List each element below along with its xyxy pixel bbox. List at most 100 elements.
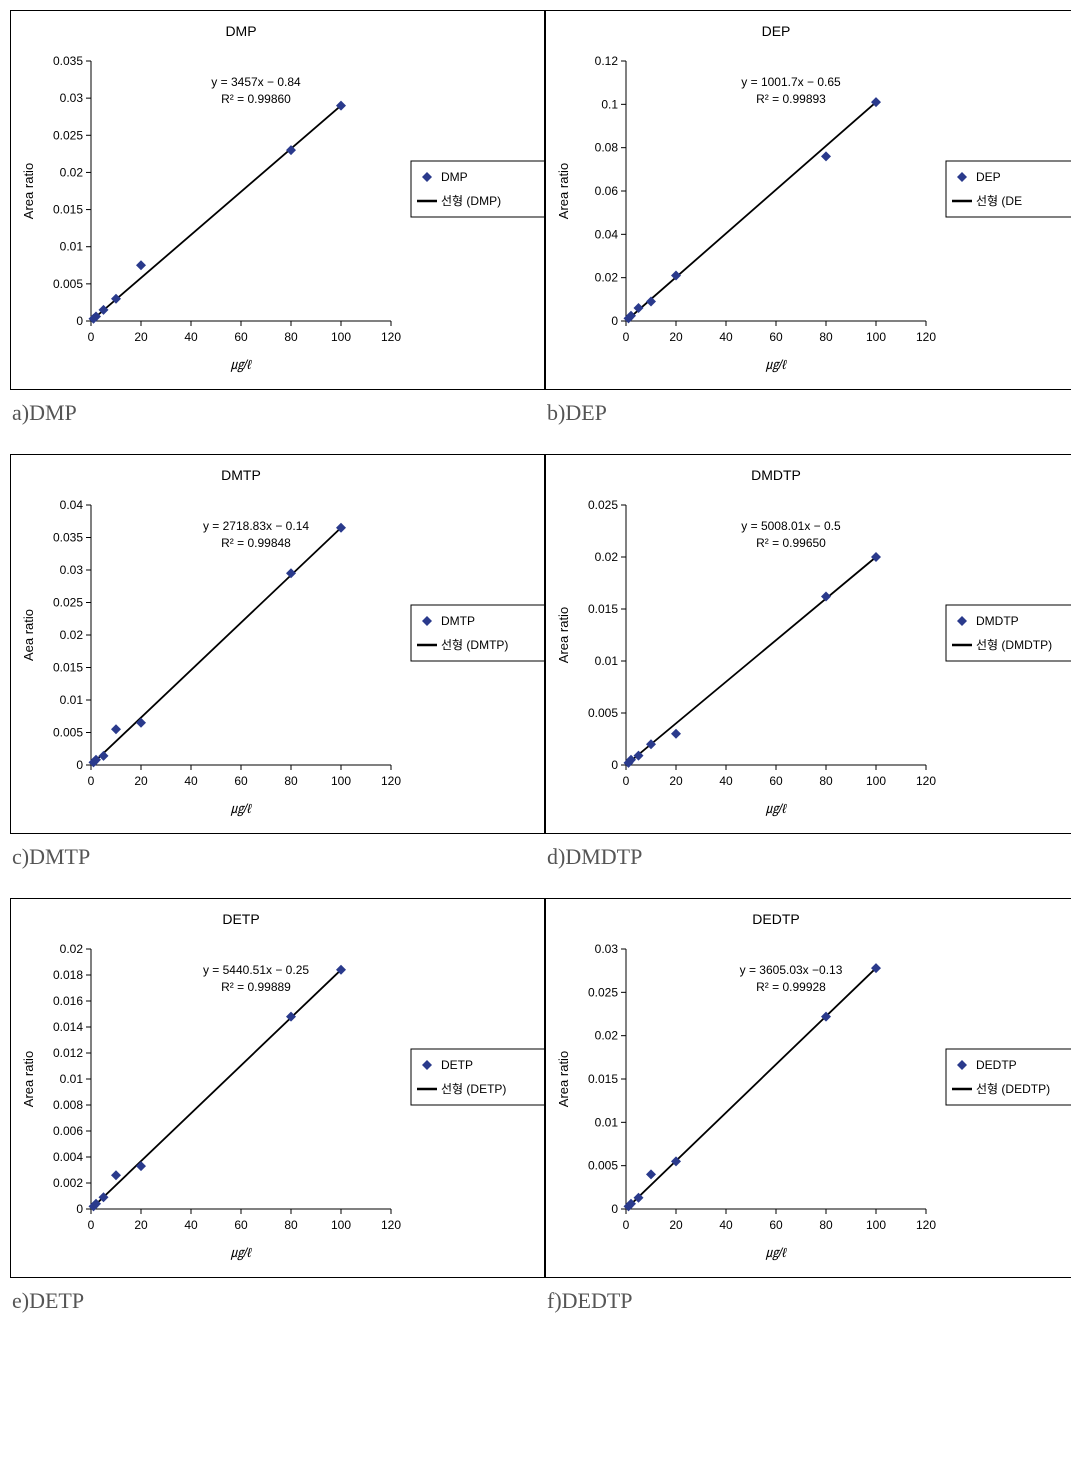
r-squared-text: R² = 0.99889	[221, 980, 291, 994]
y-tick-label: 0.03	[595, 942, 619, 956]
y-tick-label: 0.02	[60, 942, 84, 956]
x-tick-label: 120	[381, 330, 401, 344]
y-tick-label: 0.03	[60, 563, 84, 577]
equation-text: y = 5008.01x − 0.5	[741, 519, 841, 533]
legend-box	[411, 1049, 545, 1105]
data-point	[821, 592, 831, 602]
x-tick-label: 40	[184, 774, 198, 788]
chart-caption: f)DEDTP	[547, 1288, 1071, 1314]
x-tick-label: 60	[769, 1218, 783, 1232]
y-tick-label: 0.02	[595, 1029, 619, 1043]
y-tick-label: 0.01	[595, 1115, 619, 1129]
x-tick-label: 80	[819, 774, 833, 788]
x-tick-label: 20	[134, 774, 148, 788]
y-tick-label: 0.005	[588, 706, 618, 720]
x-tick-label: 0	[88, 1218, 95, 1232]
y-axis-label: Area ratio	[556, 607, 571, 663]
legend-series-label: DMDTP	[976, 614, 1019, 628]
legend-trend-label: 선형 (DMTP)	[441, 638, 508, 652]
legend-box	[411, 605, 545, 661]
data-point	[646, 1169, 656, 1179]
x-tick-label: 40	[184, 1218, 198, 1232]
chart-title: DMDTP	[751, 467, 801, 483]
y-tick-label: 0.004	[53, 1150, 83, 1164]
x-tick-label: 60	[769, 774, 783, 788]
x-axis-label: ㎍/ℓ	[231, 1245, 253, 1261]
trend-line	[91, 528, 341, 765]
y-tick-label: 0.025	[53, 128, 83, 142]
data-point	[646, 297, 656, 307]
chart-caption: d)DMDTP	[547, 844, 1071, 870]
x-tick-label: 0	[623, 774, 630, 788]
x-tick-label: 120	[381, 1218, 401, 1232]
x-tick-label: 0	[623, 330, 630, 344]
y-tick-label: 0.02	[60, 165, 84, 179]
data-point	[671, 271, 681, 281]
legend-trend-label: 선형 (DETP)	[441, 1082, 506, 1096]
y-tick-label: 0.025	[588, 498, 618, 512]
legend-box	[411, 161, 545, 217]
x-tick-label: 20	[669, 330, 683, 344]
y-tick-label: 0.035	[53, 531, 83, 545]
x-tick-label: 60	[769, 330, 783, 344]
chart-panel-detp: DETPArea ratio㎍/ℓ02040608010012000.0020.…	[10, 898, 545, 1278]
x-tick-label: 0	[623, 1218, 630, 1232]
y-tick-label: 0.012	[53, 1046, 83, 1060]
chart-panel-dep: DEPArea ratio㎍/ℓ02040608010012000.020.04…	[545, 10, 1071, 390]
legend-series-label: DETP	[441, 1058, 473, 1072]
y-tick-label: 0.06	[595, 184, 619, 198]
x-tick-label: 20	[669, 1218, 683, 1232]
x-tick-label: 120	[381, 774, 401, 788]
x-tick-label: 100	[331, 330, 351, 344]
y-tick-label: 0	[611, 1202, 618, 1216]
r-squared-text: R² = 0.99893	[756, 92, 826, 106]
legend-series-label: DEDTP	[976, 1058, 1017, 1072]
x-tick-label: 120	[916, 1218, 936, 1232]
trend-line	[626, 968, 876, 1209]
y-tick-label: 0.005	[588, 1159, 618, 1173]
equation-text: y = 5440.51x − 0.25	[203, 963, 309, 977]
x-tick-label: 80	[284, 330, 298, 344]
y-axis-label: Area ratio	[21, 163, 36, 219]
y-axis-label: Area ratio	[21, 1051, 36, 1107]
y-tick-label: 0.12	[595, 54, 619, 68]
x-tick-label: 20	[669, 774, 683, 788]
legend-series-label: DEP	[976, 170, 1001, 184]
y-tick-label: 0.04	[60, 498, 84, 512]
x-tick-label: 60	[234, 774, 248, 788]
legend-series-label: DMP	[441, 170, 468, 184]
chart-title: DMP	[225, 23, 256, 39]
y-tick-label: 0.018	[53, 968, 83, 982]
equation-text: y = 2718.83x − 0.14	[203, 519, 309, 533]
trend-line	[91, 106, 341, 321]
x-tick-label: 60	[234, 330, 248, 344]
y-tick-label: 0.005	[53, 277, 83, 291]
x-tick-label: 80	[819, 330, 833, 344]
chart-panel-dmtp: DMTPAea ratio㎍/ℓ02040608010012000.0050.0…	[10, 454, 545, 834]
legend-trend-label: 선형 (DMP)	[441, 194, 501, 208]
chart-panel-dmp: DMPArea ratio㎍/ℓ02040608010012000.0050.0…	[10, 10, 545, 390]
x-tick-label: 60	[234, 1218, 248, 1232]
equation-text: y = 3457x − 0.84	[211, 75, 301, 89]
y-tick-label: 0.002	[53, 1176, 83, 1190]
y-tick-label: 0.01	[595, 654, 619, 668]
y-tick-label: 0.014	[53, 1020, 83, 1034]
y-tick-label: 0.025	[53, 596, 83, 610]
data-point	[136, 1161, 146, 1171]
y-tick-label: 0.016	[53, 994, 83, 1008]
x-tick-label: 40	[719, 774, 733, 788]
y-tick-label: 0.01	[60, 240, 84, 254]
chart-title: DEP	[762, 23, 791, 39]
legend-trend-label: 선형 (DMDTP)	[976, 638, 1052, 652]
x-axis-label: ㎍/ℓ	[766, 1245, 788, 1261]
x-tick-label: 0	[88, 330, 95, 344]
trend-line	[91, 970, 341, 1209]
y-tick-label: 0.035	[53, 54, 83, 68]
x-tick-label: 100	[866, 774, 886, 788]
x-tick-label: 40	[719, 330, 733, 344]
y-axis-label: Aea ratio	[21, 609, 36, 661]
x-tick-label: 100	[866, 330, 886, 344]
data-point	[136, 260, 146, 270]
y-tick-label: 0.03	[60, 91, 84, 105]
chart-caption: a)DMP	[12, 400, 543, 426]
